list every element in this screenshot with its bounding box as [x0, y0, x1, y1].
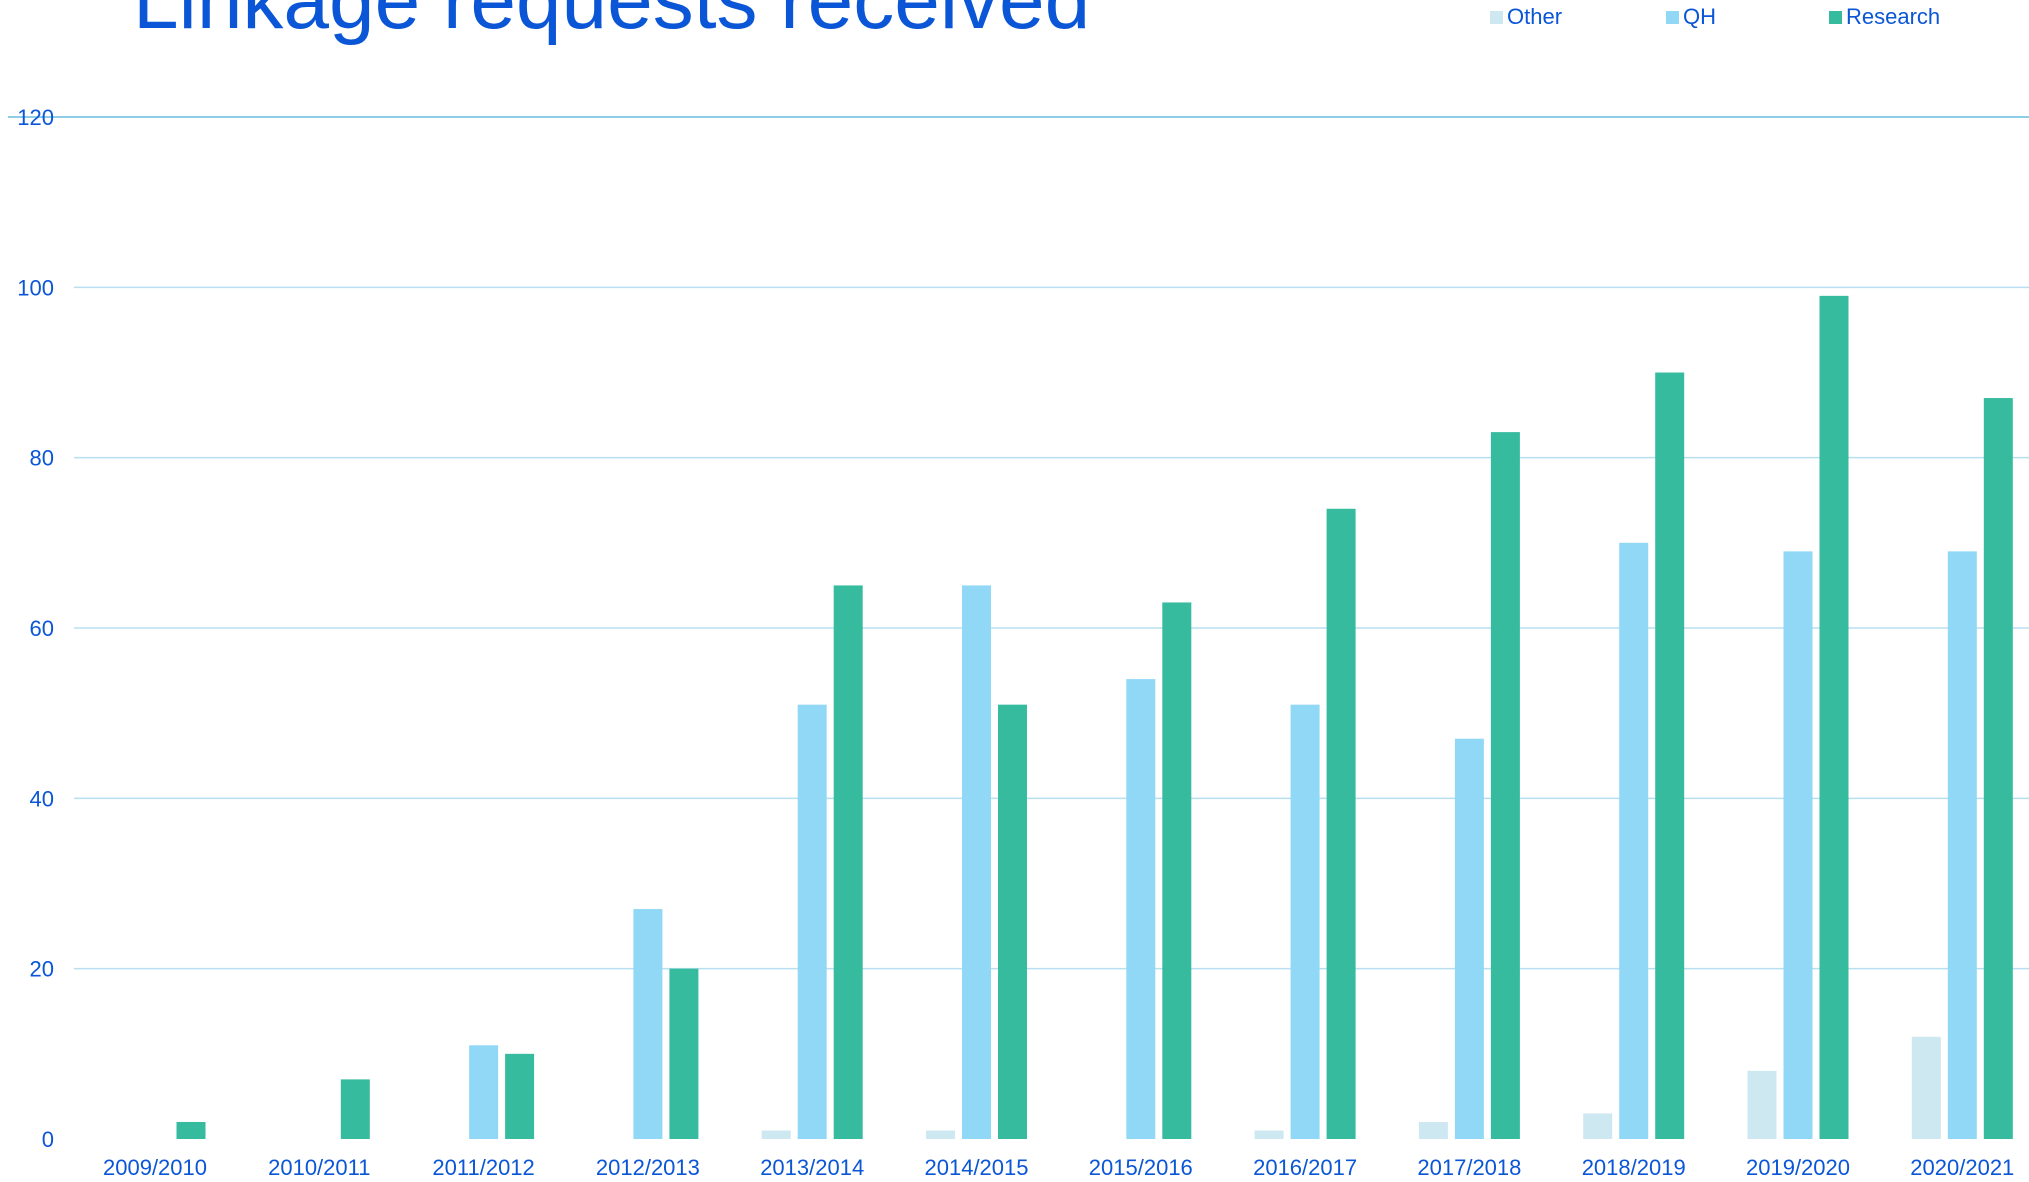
x-tick-label: 2010/2011 — [268, 1155, 370, 1180]
bar-research-2018-2019 — [1655, 372, 1685, 1139]
bar-research-2020-2021 — [1983, 398, 2013, 1139]
bar-research-2016-2017 — [1326, 508, 1356, 1139]
x-tick-label: 2011/2012 — [432, 1155, 534, 1180]
legend-item-other: Other — [1490, 4, 1562, 30]
y-tick-label: 80 — [30, 446, 54, 471]
x-tick-label: 2012/2013 — [596, 1155, 700, 1180]
legend-swatch — [1490, 10, 1503, 24]
y-tick-label: 100 — [17, 275, 54, 300]
legend-swatch — [1666, 10, 1679, 24]
y-tick-label: 20 — [30, 957, 54, 982]
bar-other-2017-2018 — [1418, 1121, 1448, 1139]
x-tick-label: 2020/2021 — [1910, 1155, 2014, 1180]
bar-research-2010-2011 — [340, 1079, 370, 1139]
bar-research-2009-2010 — [176, 1121, 206, 1139]
bar-research-2013-2014 — [833, 585, 863, 1139]
legend-item-research: Research — [1829, 4, 1940, 30]
bar-other-2013-2014 — [761, 1130, 791, 1139]
legend-swatch — [1829, 10, 1842, 24]
legend-label: QH — [1683, 4, 1716, 29]
bar-research-2011-2012 — [505, 1053, 535, 1139]
y-tick-label: 0 — [42, 1127, 54, 1152]
bar-other-2018-2019 — [1583, 1113, 1613, 1139]
bar-other-2014-2015 — [926, 1130, 955, 1139]
x-tick-label: 2019/2020 — [1746, 1155, 1850, 1180]
bar-research-2019-2020 — [1819, 295, 1849, 1140]
legend-label: Other — [1507, 4, 1563, 29]
bar-qh-2014-2015 — [962, 585, 991, 1139]
x-tick-label: 2016/2017 — [1253, 1155, 1357, 1180]
bar-qh-2011-2012 — [469, 1045, 499, 1139]
bar-qh-2018-2019 — [1619, 542, 1649, 1139]
bar-qh-2020-2021 — [1947, 551, 1977, 1139]
bar-qh-2015-2016 — [1126, 679, 1156, 1139]
legend-item-qh: QH — [1666, 4, 1716, 30]
bar-qh-2016-2017 — [1290, 704, 1320, 1139]
bar-qh-2019-2020 — [1783, 551, 1813, 1139]
bar-other-2019-2020 — [1747, 1070, 1777, 1139]
bar-research-2017-2018 — [1490, 432, 1520, 1139]
y-tick-label: 40 — [30, 786, 54, 811]
bar-qh-2012-2013 — [633, 909, 663, 1139]
bar-other-2016-2017 — [1254, 1130, 1284, 1139]
chart-title: Linkage requests received — [133, 0, 1091, 46]
x-tick-label: 2018/2019 — [1582, 1155, 1686, 1180]
legend-label: Research — [1846, 4, 1941, 29]
y-tick-label: 60 — [30, 616, 54, 641]
bar-research-2014-2015 — [998, 704, 1027, 1139]
x-tick-label: 2015/2016 — [1089, 1155, 1193, 1180]
bar-qh-2013-2014 — [797, 704, 827, 1139]
x-tick-label: 2013/2014 — [760, 1155, 864, 1180]
x-tick-label: 2009/2010 — [103, 1155, 207, 1180]
bar-qh-2017-2018 — [1454, 738, 1484, 1139]
x-tick-label: 2014/2015 — [925, 1155, 1029, 1180]
bar-other-2020-2021 — [1911, 1036, 1941, 1139]
bar-research-2012-2013 — [669, 968, 699, 1139]
bar-research-2015-2016 — [1162, 602, 1192, 1139]
y-tick-label: 120 — [17, 105, 54, 130]
x-tick-label: 2017/2018 — [1417, 1155, 1521, 1180]
